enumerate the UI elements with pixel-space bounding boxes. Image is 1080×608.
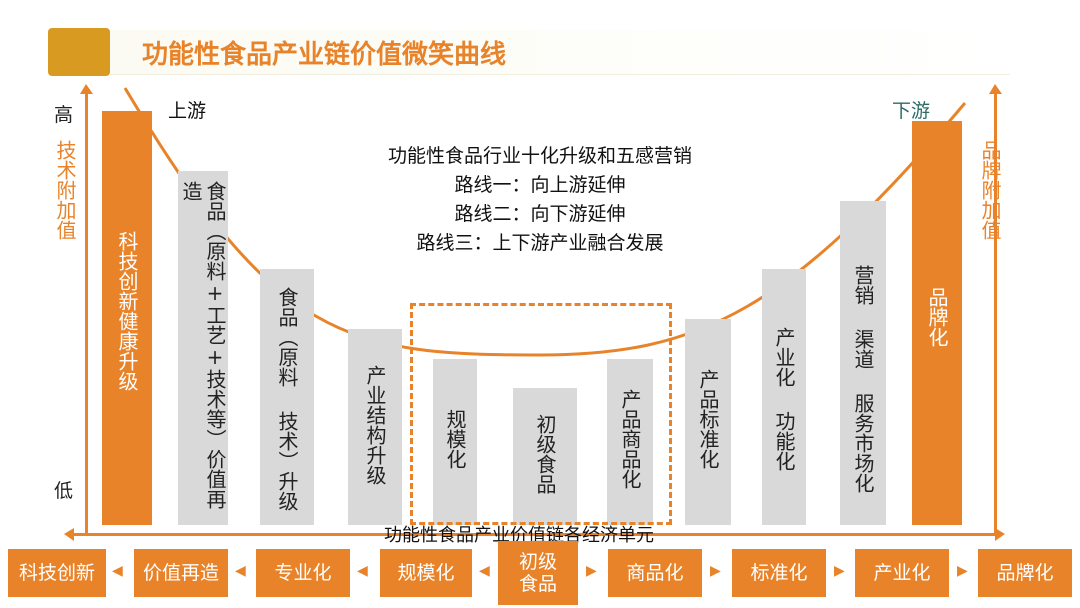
bar-tech-innovation: 科技创新健康升级 <box>102 111 152 525</box>
bar-industry-structure: 产业结构升级 <box>348 329 402 525</box>
center-line-1: 功能性食品行业十化升级和五感营销 <box>387 145 692 167</box>
horizontal-axis <box>72 533 997 536</box>
axis-left-arrow-icon <box>64 528 74 541</box>
bar-label: 产品商品化 <box>618 389 642 489</box>
bar-label: 初级食品 <box>533 414 557 494</box>
flow-box-scale: 规模化 <box>380 549 472 597</box>
right-axis <box>994 92 997 533</box>
page-title: 功能性食品产业链价值微笑曲线 <box>142 40 507 70</box>
chevron-right-icon: ▶ <box>586 563 597 579</box>
bar-food-upgrade: 食品（原料 技术）升级 <box>260 269 314 525</box>
bar-primary-food: 初级食品 <box>513 388 577 525</box>
axis-low-label: 低 <box>54 480 74 502</box>
chevron-right-icon: ▶ <box>710 563 721 579</box>
center-line-2: 路线一：向上游延伸 <box>454 174 626 196</box>
right-axis-title: 品牌附加值 <box>978 140 1002 240</box>
bar-label: 食品（原料+工艺+技术等）价值再造 <box>179 181 227 509</box>
bar-value-recreation: 食品（原料+工艺+技术等）价值再造 <box>178 171 228 525</box>
axis-right-arrow-icon <box>995 528 1005 541</box>
bar-label: 规模化 <box>443 409 467 469</box>
flow-box-commercialization: 商品化 <box>608 549 702 597</box>
center-line-4: 路线三：上下游产业融合发展 <box>416 232 664 254</box>
bar-label: 产业结构升级 <box>363 365 387 485</box>
dashed-highlight-box <box>410 303 672 525</box>
left-axis-arrow-icon <box>80 84 93 94</box>
flow-box-standardization: 标准化 <box>732 549 826 597</box>
bar-standardization: 产品标准化 <box>685 319 731 525</box>
chevron-right-icon: ▶ <box>834 563 845 579</box>
chevron-left-icon: ◀ <box>235 563 246 579</box>
chevron-left-icon: ◀ <box>112 563 123 579</box>
flow-box-primary-food: 初级 食品 <box>498 541 578 605</box>
left-axis-title: 技术附加值 <box>53 140 77 240</box>
flow-box-specialization: 专业化 <box>256 549 350 597</box>
flow-box-industrialization: 产业化 <box>855 549 949 597</box>
center-line-3: 路线二：向下游延伸 <box>454 203 626 225</box>
title-block-icon <box>48 28 110 76</box>
bar-label: 品牌化 <box>925 287 949 347</box>
bar-label: 科技创新健康升级 <box>115 231 139 391</box>
bar-label: 产品标准化 <box>696 369 720 469</box>
downstream-label: 下游 <box>892 100 931 122</box>
chevron-left-icon: ◀ <box>479 563 490 579</box>
flow-box-tech-innovation: 科技创新 <box>8 549 106 597</box>
axis-high-label: 高 <box>54 104 74 126</box>
axis-caption: 功能性食品产业价值链各经济单元 <box>384 525 654 546</box>
left-axis <box>85 92 88 533</box>
bar-label: 食品（原料 技术）升级 <box>275 287 299 511</box>
bar-label: 营销 渠道 服务市场化 <box>851 265 875 493</box>
bar-scale: 规模化 <box>433 359 477 525</box>
right-axis-arrow-icon <box>989 84 1002 94</box>
flow-box-branding: 品牌化 <box>978 549 1072 597</box>
chevron-right-icon: ▶ <box>957 563 968 579</box>
bar-commercialization: 产品商品化 <box>607 359 653 525</box>
bar-branding: 品牌化 <box>912 121 962 525</box>
flow-box-value-recreation: 价值再造 <box>134 549 228 597</box>
title-band <box>110 30 1010 75</box>
bar-industrialization: 产业化 功能化 <box>762 269 806 525</box>
bar-marketing: 营销 渠道 服务市场化 <box>840 201 886 525</box>
chevron-left-icon: ◀ <box>357 563 368 579</box>
bar-label: 产业化 功能化 <box>772 327 796 471</box>
upstream-label: 上游 <box>168 100 207 122</box>
